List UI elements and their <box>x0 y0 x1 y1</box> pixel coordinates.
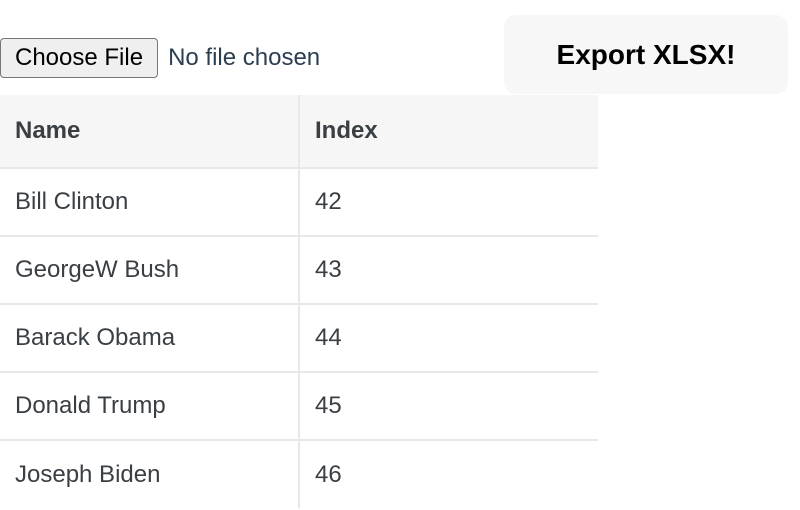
cell-name: Bill Clinton <box>0 168 300 237</box>
column-header-name: Name <box>0 95 300 169</box>
cell-name: Joseph Biden <box>0 440 300 508</box>
column-header-index: Index <box>299 95 598 169</box>
table-row: Bill Clinton 42 <box>0 168 598 237</box>
table-row: Barack Obama 44 <box>0 304 598 373</box>
choose-file-button[interactable]: Choose File <box>0 38 159 78</box>
cell-index: 44 <box>299 304 598 373</box>
file-input[interactable]: Choose File No file chosen <box>0 38 320 78</box>
cell-name: Barack Obama <box>0 304 300 373</box>
table-row: Joseph Biden 46 <box>0 440 598 508</box>
table-header-row: Name Index <box>0 95 598 169</box>
table-row: GeorgeW Bush 43 <box>0 236 598 305</box>
presidents-table: Name Index Bill Clinton 42 GeorgeW Bush 43… <box>0 95 598 508</box>
export-xlsx-button[interactable]: Export XLSX! <box>504 15 788 94</box>
cell-name: Donald Trump <box>0 372 300 441</box>
cell-index: 42 <box>299 168 598 237</box>
cell-index: 45 <box>299 372 598 441</box>
table-row: Donald Trump 45 <box>0 372 598 441</box>
file-status: No file chosen <box>168 44 321 71</box>
cell-index: 46 <box>315 460 342 488</box>
cell-index: 43 <box>299 236 598 305</box>
cell-name: GeorgeW Bush <box>0 236 300 305</box>
